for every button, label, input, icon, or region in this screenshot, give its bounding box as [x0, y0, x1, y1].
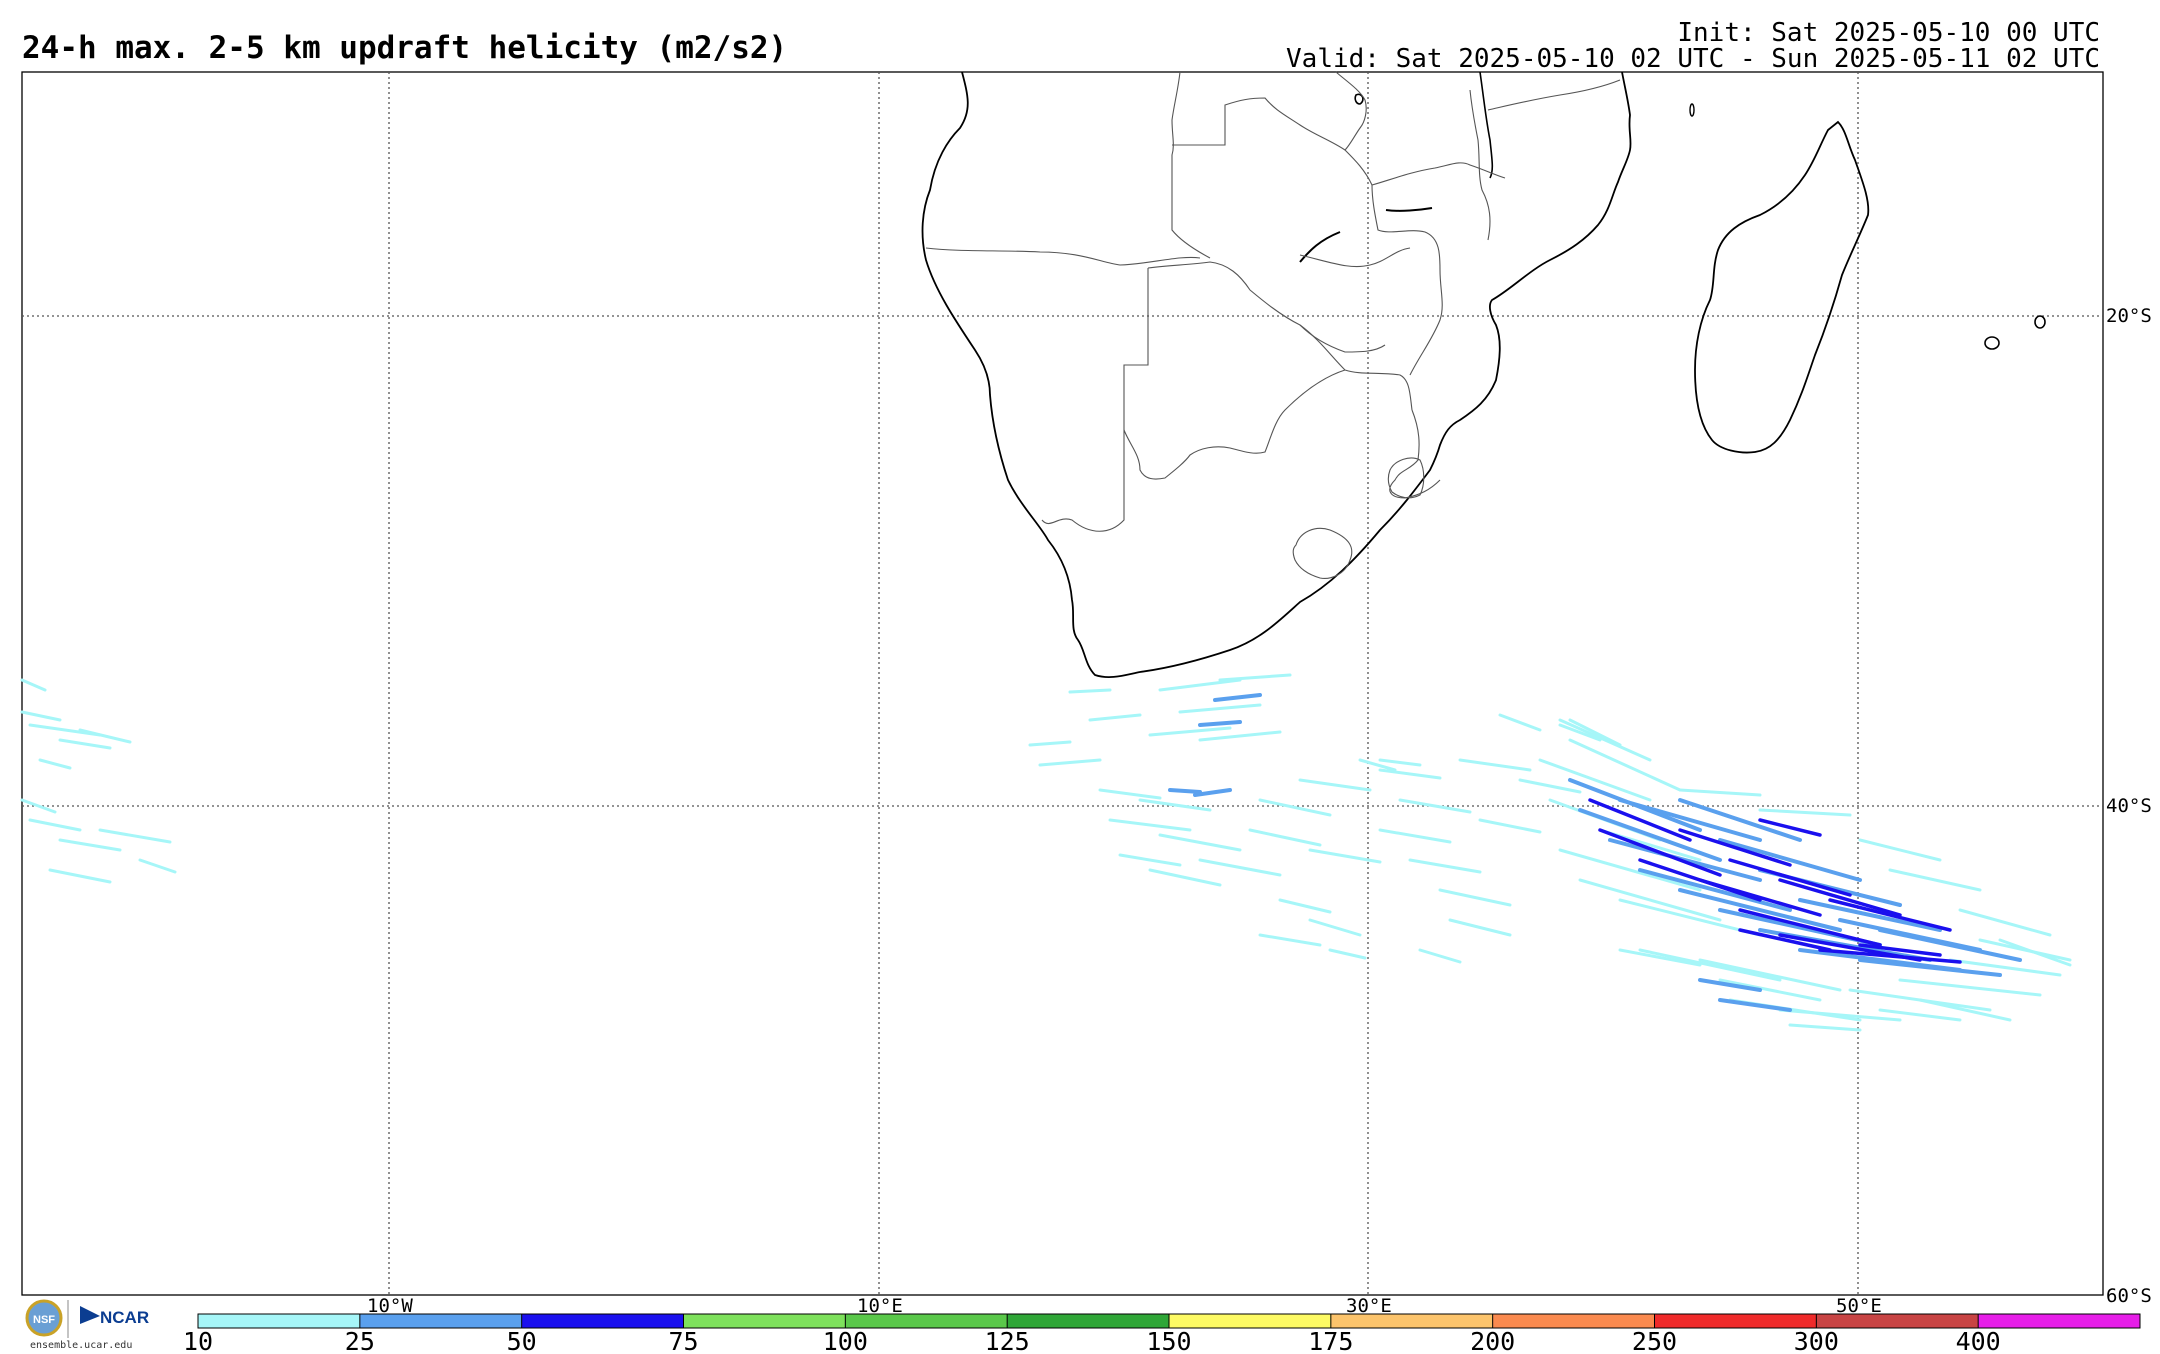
- lon-label-30e: 30°E: [1346, 1295, 1392, 1317]
- logo-url: ensemble.ucar.edu: [30, 1340, 133, 1351]
- colorbar-segment: [1330, 1314, 1493, 1328]
- lon-label-50e: 50°E: [1836, 1295, 1882, 1317]
- colorbar-segment: [1654, 1314, 1817, 1328]
- colorbar-segment: [845, 1314, 1008, 1328]
- ncar-logo-icon: [80, 1306, 100, 1324]
- reunion-island: [1984, 336, 2000, 350]
- lon-label-10w: 10°W: [367, 1295, 413, 1317]
- colorbar-segment: [1492, 1314, 1655, 1328]
- lat-label-40s: 40°S: [2106, 795, 2152, 817]
- valid-time: Valid: Sat 2025-05-10 02 UTC - Sun 2025-…: [1286, 44, 2100, 74]
- colorbar-tick-label: 400: [1956, 1327, 2001, 1354]
- map-frame: [21, 71, 2104, 1296]
- colorbar-tick-label: 75: [668, 1327, 698, 1354]
- helicity-swaths: [20, 673, 2072, 1032]
- lake-bangweulu: [1354, 93, 1364, 105]
- africa-coastline: [921, 71, 1632, 678]
- colorbar-segment: [521, 1314, 684, 1328]
- lake-malawi: [1479, 71, 1494, 179]
- colorbar-tick-label: 10: [183, 1327, 213, 1354]
- comoros-island: [1689, 103, 1695, 117]
- colorbar-segment: [683, 1314, 846, 1328]
- lat-label-60s: 60°S: [2106, 1285, 2152, 1307]
- logo-block: NSF: [25, 1299, 100, 1338]
- colorbar-segment: [1816, 1314, 1979, 1328]
- colorbar-tick-label: 250: [1632, 1327, 1677, 1354]
- colorbar-segment: [1007, 1314, 1169, 1328]
- colorbar-tick-label: 50: [507, 1327, 537, 1354]
- colorbar-tick-label: 125: [985, 1327, 1030, 1354]
- colorbar-tick-label: 200: [1470, 1327, 1515, 1354]
- colorbar-segment: [1169, 1314, 1331, 1328]
- forecast-times: Init: Sat 2025-05-10 00 UTC Valid: Sat 2…: [1286, 20, 2100, 72]
- colorbar-tick-label: 25: [345, 1327, 375, 1354]
- madagascar-coastline: [1694, 120, 1870, 454]
- map-title: 24-h max. 2-5 km updraft helicity (m2/s2…: [22, 30, 788, 66]
- colorbar-segment: [198, 1314, 360, 1328]
- colorbar-segment: [1978, 1314, 2140, 1328]
- lon-label-10e: 10°E: [857, 1295, 903, 1317]
- colorbar-tick-label: 100: [823, 1327, 868, 1354]
- colorbar-segment: [359, 1314, 522, 1328]
- mauritius-island: [2034, 315, 2046, 329]
- colorbar-tick-label: 175: [1308, 1327, 1353, 1354]
- gridlines: [22, 72, 2103, 1295]
- colorbar: 10 25 50 75 100 125 150 175 200 250 300 400: [183, 1313, 2141, 1354]
- nsf-logo-icon: [25, 1299, 63, 1337]
- lake-kariba: [1299, 231, 1341, 263]
- country-borders: [925, 71, 1621, 579]
- colorbar-tick-label: 150: [1146, 1327, 1191, 1354]
- ncar-logo-text: NCAR: [100, 1308, 150, 1327]
- nsf-logo-text: NSF: [33, 1314, 55, 1326]
- lat-label-20s: 20°S: [2106, 305, 2152, 327]
- lake-cahora-bassa: [1385, 207, 1433, 212]
- colorbar-tick-label: 300: [1794, 1327, 1839, 1354]
- init-time: Init: Sat 2025-05-10 00 UTC: [1677, 18, 2100, 48]
